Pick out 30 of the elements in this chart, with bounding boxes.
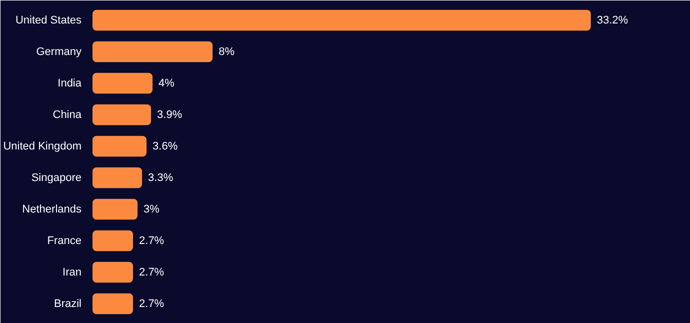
y-tick-label: Netherlands: [22, 203, 82, 216]
y-tick-label: China: [52, 108, 82, 121]
data-label: 33.2%: [596, 14, 628, 26]
data-label: 2.7%: [139, 298, 164, 310]
bar: [92, 167, 142, 188]
y-tick-label: France: [47, 234, 82, 247]
bar: [92, 41, 213, 62]
bar: [92, 198, 138, 220]
bar: [92, 293, 134, 314]
y-tick-label: Germany: [36, 46, 82, 58]
y-tick-label: India: [58, 77, 82, 90]
y-tick-label: Iran: [62, 266, 82, 278]
data-label: 8%: [218, 46, 235, 58]
data-label: 2.7%: [139, 234, 164, 247]
data-label: 2.7%: [139, 266, 164, 278]
y-tick-label: Singapore: [31, 172, 82, 184]
data-label: 3%: [144, 203, 160, 216]
data-label: 3.3%: [148, 172, 174, 184]
bar: [92, 262, 134, 283]
bar: [92, 136, 147, 157]
data-label: 4%: [158, 77, 175, 90]
data-label: 3.6%: [152, 140, 178, 152]
bar: [92, 104, 152, 126]
y-tick-label: Brazil: [54, 298, 82, 310]
y-tick-label: United Kingdom: [3, 140, 82, 152]
y-tick-label: United States: [15, 14, 82, 26]
data-label: 3.9%: [157, 108, 182, 121]
bar: [92, 10, 591, 31]
bar: [92, 230, 134, 252]
bar: [92, 72, 153, 94]
